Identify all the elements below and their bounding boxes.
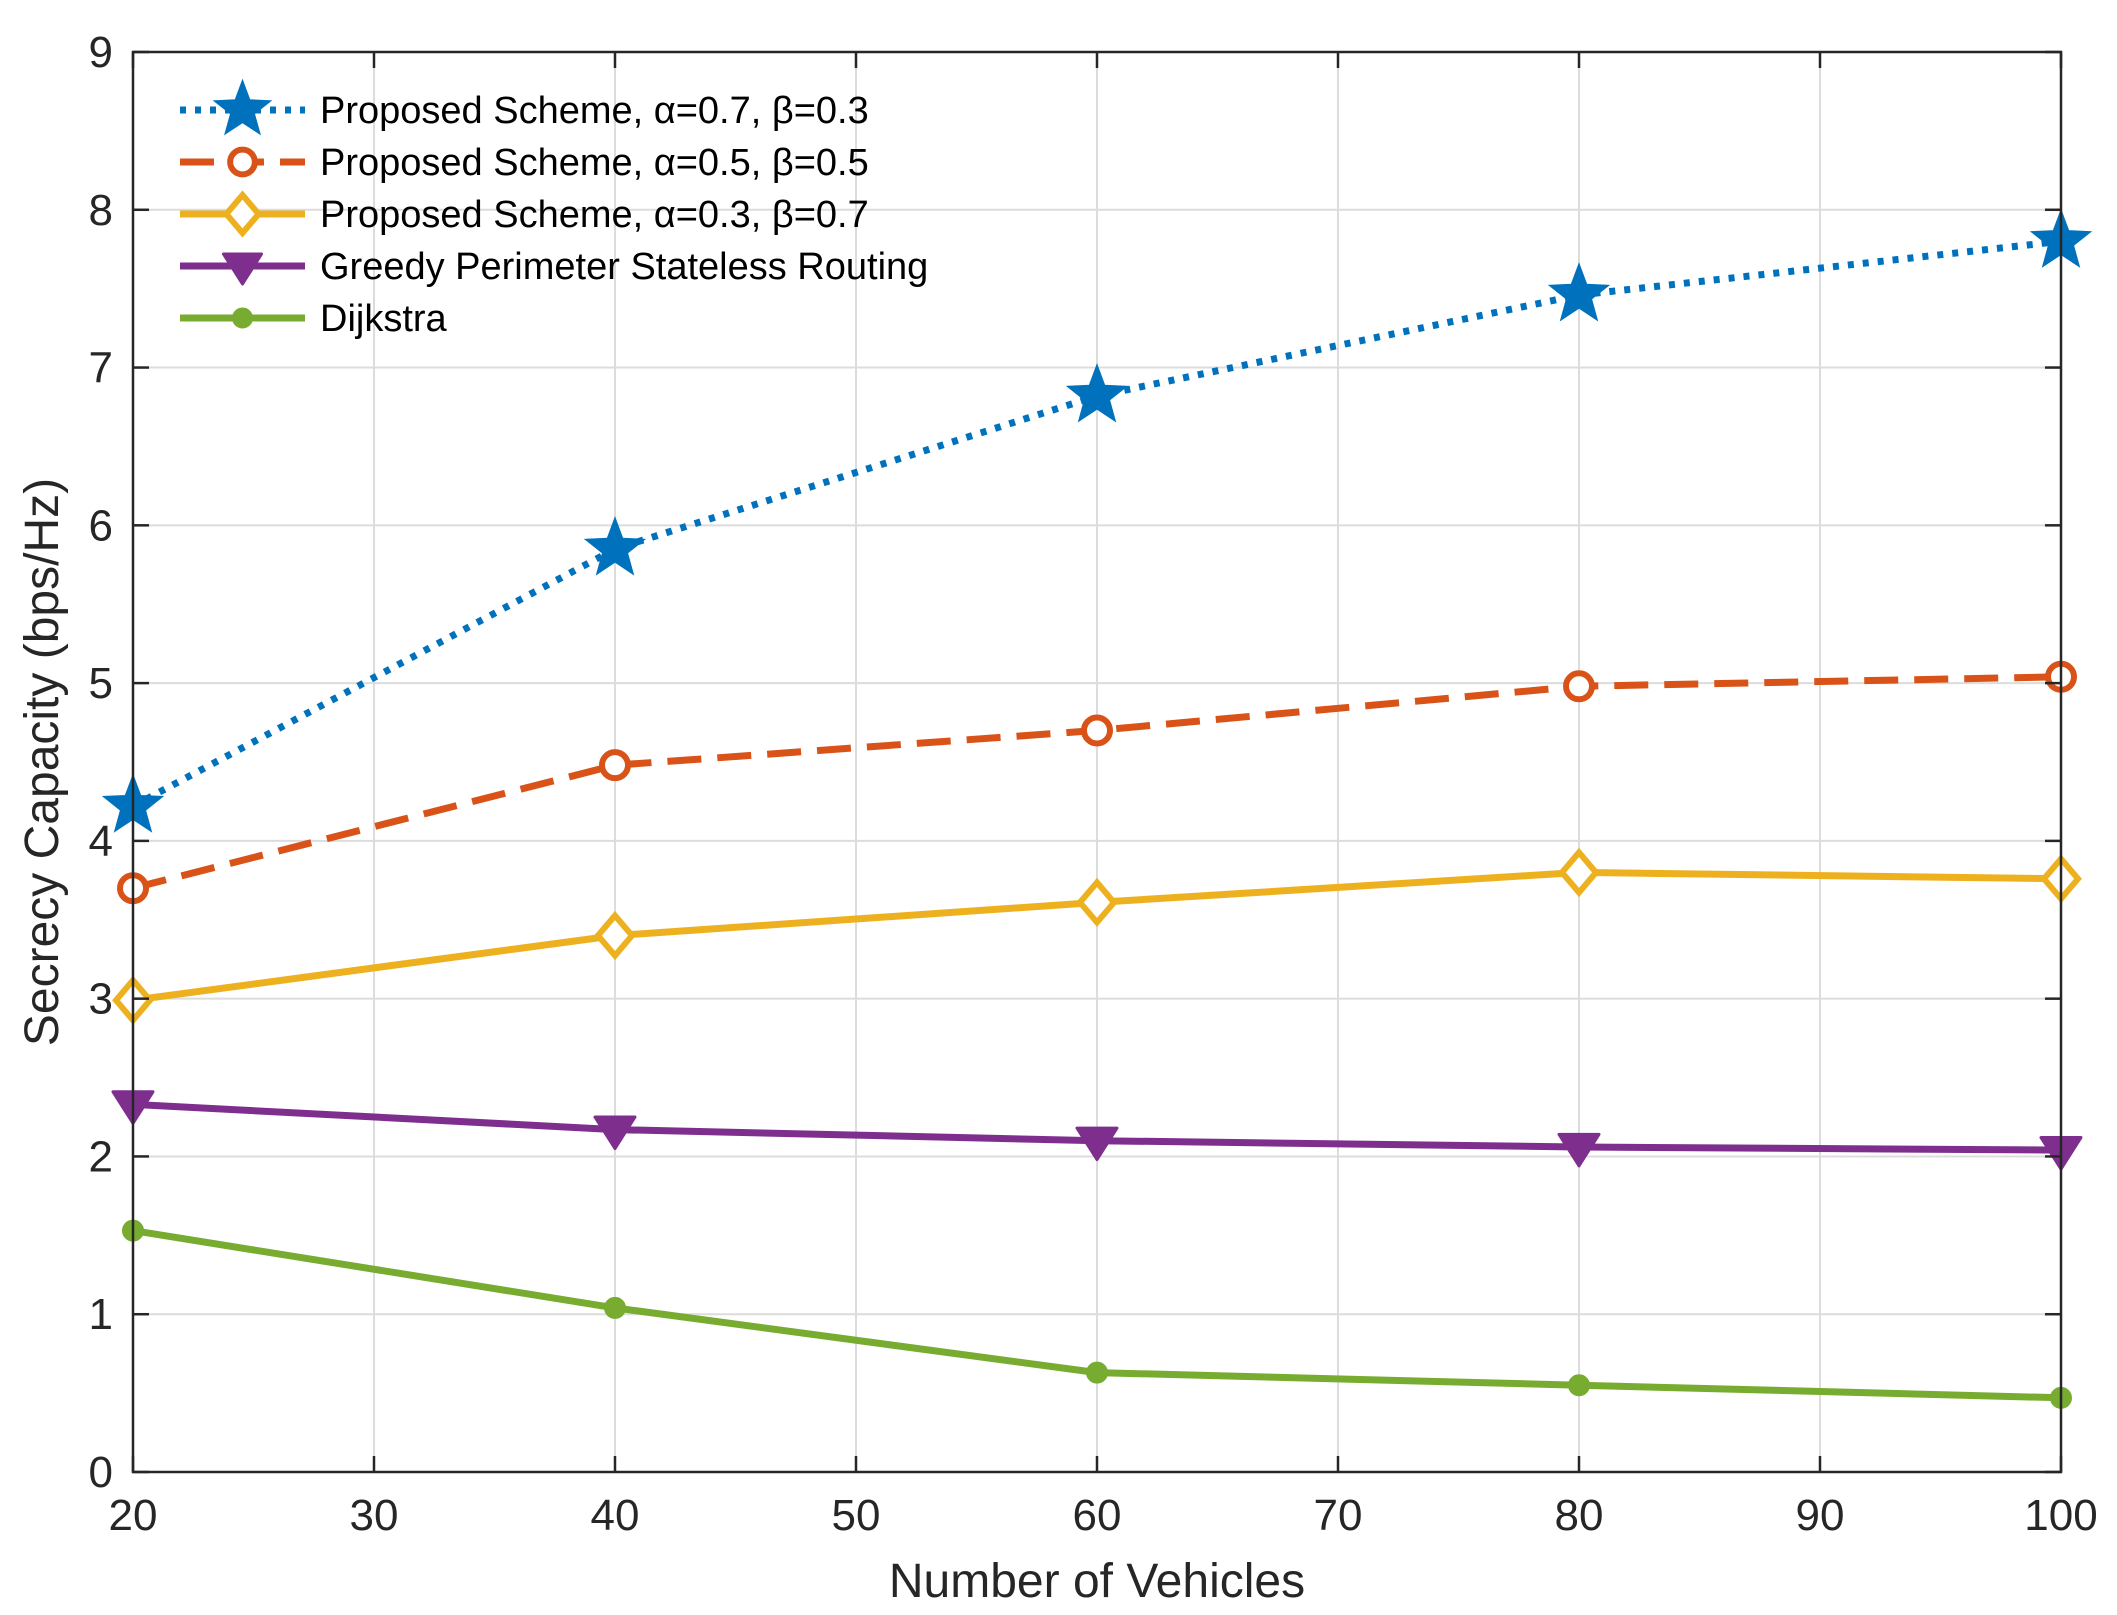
y-tick-label: 0 (89, 1448, 113, 1497)
legend-entry: Proposed Scheme, α=0.3, β=0.7 (180, 190, 869, 238)
x-tick-label: 50 (832, 1491, 881, 1540)
series-layer (101, 208, 2093, 1409)
x-tick-label: 70 (1314, 1491, 1363, 1540)
x-tick-label: 80 (1555, 1491, 1604, 1540)
data-point-marker (1557, 1132, 1601, 1168)
x-tick-label: 90 (1796, 1491, 1845, 1540)
y-tick-label: 8 (89, 186, 113, 235)
data-point-marker (604, 1296, 626, 1319)
legend-label: Proposed Scheme, α=0.7, β=0.3 (320, 90, 869, 132)
data-point-marker (1065, 363, 1129, 423)
data-point-marker (583, 516, 647, 576)
legend-entry: Greedy Perimeter Stateless Routing (180, 246, 928, 288)
legend-label: Proposed Scheme, α=0.5, β=0.5 (320, 142, 869, 184)
legend-marker (232, 307, 253, 329)
legend-label: Dijkstra (320, 298, 448, 340)
legend-marker (212, 78, 273, 136)
y-tick-label: 4 (89, 817, 113, 866)
x-tick-label: 60 (1073, 1491, 1122, 1540)
legend-entry: Proposed Scheme, α=0.7, β=0.3 (180, 78, 869, 136)
y-tick-label: 3 (89, 975, 113, 1024)
legend-label: Greedy Perimeter Stateless Routing (320, 246, 928, 288)
data-point-marker (1558, 847, 1600, 898)
data-point-marker (593, 1115, 637, 1151)
x-tick-label: 30 (350, 1491, 399, 1540)
data-point-marker (599, 749, 631, 782)
x-axis-title: Number of Vehicles (889, 1555, 1305, 1608)
y-tick-label: 5 (89, 659, 113, 708)
data-point-marker (1081, 714, 1113, 747)
y-tick-label: 6 (89, 501, 113, 550)
x-tick-label: 20 (109, 1491, 158, 1540)
series-group (112, 847, 2082, 1025)
y-tick-label: 7 (89, 344, 113, 393)
legend-marker (227, 146, 258, 178)
data-point-marker (1076, 877, 1118, 928)
data-point-marker (594, 910, 636, 961)
data-point-marker (1086, 1361, 1108, 1384)
legend-label: Proposed Scheme, α=0.3, β=0.7 (320, 194, 869, 236)
x-tick-label: 40 (591, 1491, 640, 1540)
legend: Proposed Scheme, α=0.7, β=0.3 Proposed Sc… (180, 78, 928, 340)
y-axis-title: Secrecy Capacity (bps/Hz) (16, 478, 69, 1046)
data-point-marker (1547, 262, 1611, 322)
legend-entry: Dijkstra (180, 298, 448, 340)
axis-ticks: 20 30 40 50 60 70 80 90 100 0 1 2 3 4 5 6 7 8 9 (89, 28, 2098, 1540)
legend-marker (222, 252, 263, 286)
legend-entry: Proposed Scheme, α=0.5, β=0.5 (180, 142, 869, 184)
data-point-marker (1563, 670, 1595, 703)
y-tick-label: 9 (89, 28, 113, 77)
data-point-marker (1075, 1126, 1119, 1162)
y-tick-label: 2 (89, 1132, 113, 1181)
series-group (111, 1090, 2083, 1171)
x-tick-label: 100 (2024, 1491, 2097, 1540)
y-tick-label: 1 (89, 1290, 113, 1339)
legend-marker (222, 190, 263, 238)
data-point-marker (1568, 1374, 1590, 1397)
